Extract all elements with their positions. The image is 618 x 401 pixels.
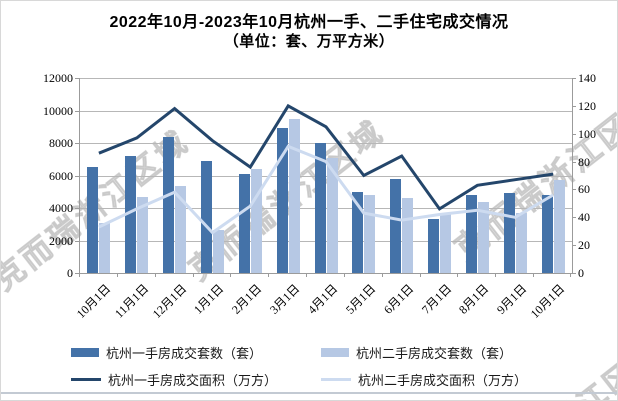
right-axis-tick-label: 120 (578, 98, 596, 113)
left-axis-tick-label: 6000 (49, 168, 73, 183)
bar-primary (503, 193, 515, 273)
gridline (80, 208, 572, 209)
tickmark (570, 273, 571, 277)
bar-primary (125, 156, 137, 273)
right-axis-tick-label: 140 (578, 71, 596, 85)
right-axis-tick-label: 20 (578, 238, 590, 253)
left-axis-tick-label: 10000 (43, 103, 73, 118)
left-axis-tick-label: 12000 (43, 71, 73, 85)
bar-primary (352, 191, 364, 273)
tickmark (572, 189, 576, 191)
tickmark (533, 273, 534, 277)
right-axis-tick-label: 80 (578, 154, 590, 169)
tickmark (572, 273, 576, 274)
tickmark (75, 240, 79, 242)
tickmark (572, 78, 576, 79)
left-axis-tick-label: 4000 (49, 201, 73, 215)
bar-secondary (175, 186, 187, 273)
tickmark (457, 273, 458, 277)
bar-primary (390, 178, 402, 273)
line-series (98, 144, 554, 235)
bar-secondary (288, 118, 300, 273)
tickmark (572, 245, 576, 247)
tickmark (75, 143, 79, 144)
bar-primary (276, 127, 288, 273)
legend-label: 杭州一手房成交套数（套） (106, 346, 263, 361)
bar-secondary (326, 158, 338, 273)
right-axis-tick-label: 0 (578, 266, 584, 280)
tickmark (79, 273, 80, 277)
bar-secondary (212, 229, 224, 273)
chart-subtitle: （单位：套、万平方米） (223, 33, 395, 50)
tickmark (306, 273, 307, 277)
gridline (80, 143, 572, 144)
bar-primary (465, 195, 477, 273)
gridline (80, 175, 572, 177)
tickmark (344, 273, 345, 277)
legend-item: 杭州一手房成交面积（万方） (71, 370, 321, 389)
legend-label: 杭州二手房成交面积（万方） (358, 373, 528, 388)
bar-secondary (137, 196, 149, 273)
tickmark (572, 133, 576, 135)
bar-secondary (515, 212, 527, 273)
bottom-divider (1, 392, 617, 394)
chart-title: 2022年10月-2023年10月杭州一手、二手住宅成交情况 (109, 14, 509, 31)
bar-secondary (364, 195, 376, 273)
tickmark (382, 273, 383, 277)
legend-item: 杭州二手房成交面积（万方） (321, 370, 561, 389)
tickmark (420, 273, 421, 277)
legend-item: 杭州二手房成交套数（套） (321, 343, 561, 362)
bar-primary (238, 173, 250, 273)
left-axis-tick-label: 2000 (49, 233, 73, 248)
line-layer (98, 103, 554, 235)
tickmark (572, 105, 576, 107)
bar-secondary (99, 222, 111, 273)
bar-primary (87, 167, 99, 273)
bar-secondary (440, 212, 452, 273)
tickmark (75, 208, 79, 209)
tickmark (193, 273, 194, 277)
tickmark (75, 273, 79, 274)
line-series (98, 103, 554, 211)
left-axis-tick-label: 8000 (49, 136, 73, 150)
legend-swatch-line (321, 378, 351, 381)
legend-item: 杭州一手房成交套数（套） (71, 343, 321, 362)
gridline (80, 78, 572, 79)
gridline (80, 110, 572, 112)
plot-area (79, 78, 573, 274)
right-axis-tick-label: 60 (578, 182, 590, 197)
bar-primary (428, 219, 440, 273)
tickmark (75, 175, 79, 177)
legend-swatch-line (71, 378, 101, 381)
bar-primary (200, 160, 212, 273)
chart-legend: 杭州一手房成交套数（套） 杭州二手房成交套数（套） 杭州一手房成交面积（万方） 杭州二… (71, 343, 561, 389)
left-axis-tick-label: 0 (67, 266, 73, 280)
tickmark (117, 273, 118, 277)
tickmark (268, 273, 269, 277)
tickmark (230, 273, 231, 277)
tickmark (572, 161, 576, 163)
legend-swatch-bar (71, 348, 99, 357)
tickmark (495, 273, 496, 277)
bar-secondary (402, 198, 414, 273)
tickmark (155, 273, 156, 277)
bar-primary (163, 137, 175, 273)
bar-primary (314, 143, 326, 273)
tickmark (75, 78, 79, 79)
right-axis-tick-label: 40 (578, 210, 590, 225)
bar-secondary (553, 180, 565, 273)
bar-secondary (477, 201, 489, 273)
tickmark (75, 110, 79, 112)
right-axis-tick-label: 100 (578, 126, 596, 141)
legend-label: 杭州二手房成交套数（套） (356, 346, 513, 361)
bar-primary (541, 195, 553, 273)
gridline (80, 240, 572, 242)
bar-secondary (250, 169, 262, 273)
legend-swatch-bar (321, 348, 349, 357)
legend-label: 杭州一手房成交面积（万方） (108, 373, 278, 388)
tickmark (572, 217, 576, 219)
